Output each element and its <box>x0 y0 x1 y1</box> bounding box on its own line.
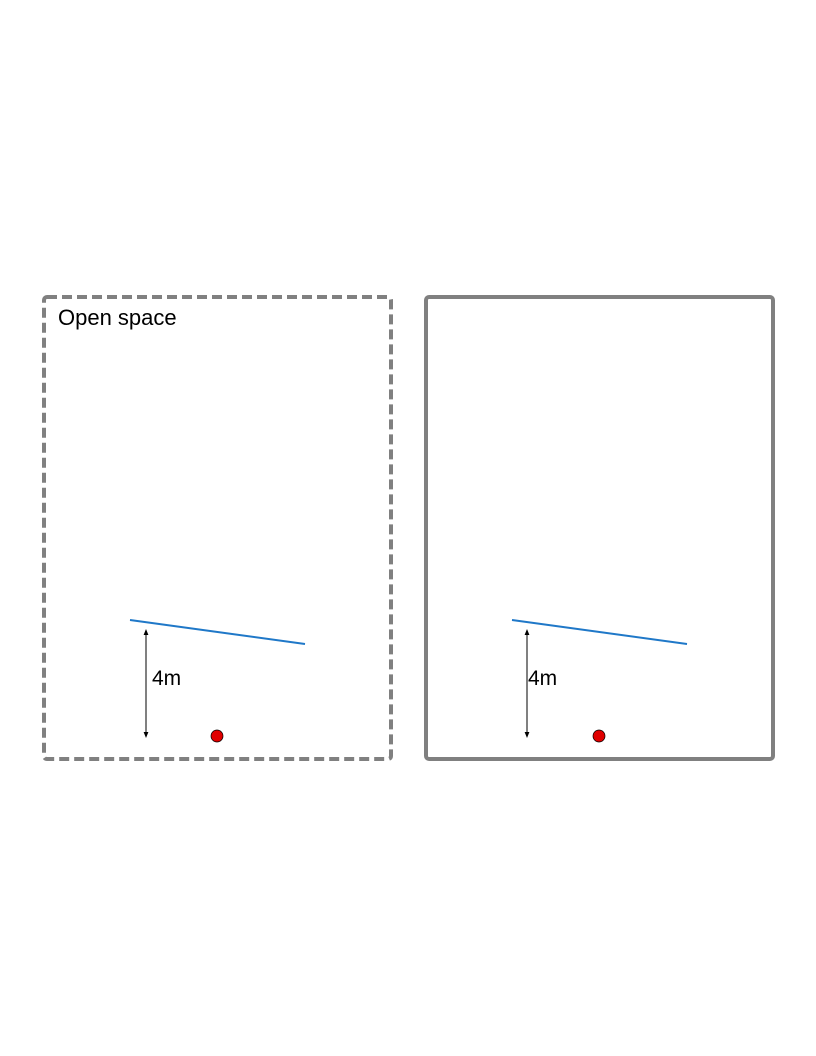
source-dot <box>592 729 606 743</box>
reflector-line <box>511 619 688 645</box>
panel-enclosed-room: 4m <box>424 295 775 761</box>
distance-label: 4m <box>152 667 181 690</box>
panel-boundary-dashed <box>42 295 393 761</box>
panel-boundary-solid <box>424 295 775 761</box>
source-dot <box>210 729 224 743</box>
distance-label: 4m <box>528 667 557 690</box>
reflector-line <box>129 619 306 645</box>
panel-open-space: Open space 4m <box>42 295 393 761</box>
panel-title: Open space <box>58 305 177 330</box>
